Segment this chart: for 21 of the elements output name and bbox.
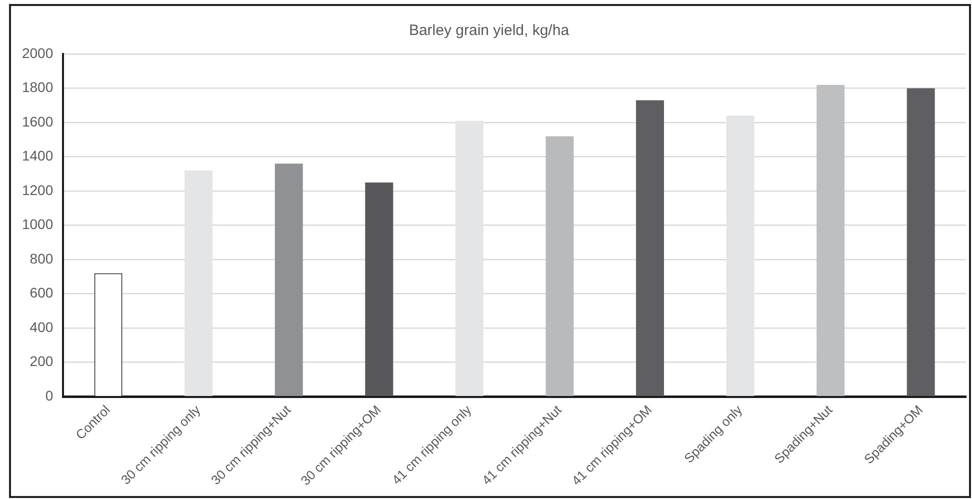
y-tick-label: 1600: [22, 113, 54, 130]
bar: [274, 164, 303, 396]
bar: [546, 136, 574, 396]
y-tick-label: 1200: [22, 182, 54, 198]
y-tick-label: 1800: [22, 79, 54, 96]
y-tick-label: 600: [30, 284, 54, 301]
y-tick-label: 400: [30, 318, 54, 335]
y-tick-label: 1000: [22, 216, 54, 232]
bar: [365, 182, 394, 396]
y-tick-label: 0: [45, 387, 54, 404]
y-tick-label: 200: [30, 353, 54, 370]
bar: [455, 120, 484, 396]
bar: [726, 116, 754, 396]
y-tick-label: 2000: [22, 44, 54, 61]
bar: [816, 84, 845, 396]
bar: [636, 100, 664, 396]
y-tick-label: 800: [30, 250, 54, 266]
chart-title: Barley grain yield, kg/ha: [408, 22, 570, 40]
y-tick-label: 1400: [22, 148, 54, 164]
bar: [906, 88, 935, 396]
bar: [184, 170, 213, 396]
